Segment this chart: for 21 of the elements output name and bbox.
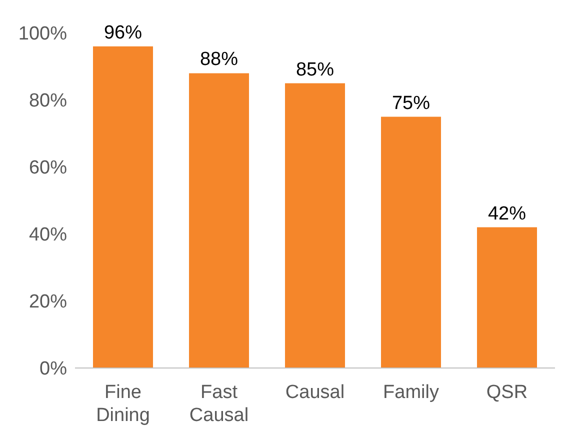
data-label: 42% xyxy=(488,203,526,224)
x-tick-label: Family xyxy=(383,382,440,403)
y-tick-label: 60% xyxy=(28,158,68,179)
bar xyxy=(93,46,153,368)
y-tick-label: 20% xyxy=(28,292,68,313)
y-tick-label: 40% xyxy=(28,224,68,246)
data-label: 88% xyxy=(200,49,238,70)
x-tick-label: Causal xyxy=(285,382,345,403)
data-label: 75% xyxy=(392,92,430,114)
bar xyxy=(285,83,345,368)
x-tick-label: Fine Dining xyxy=(96,382,150,426)
y-tick-label: 80% xyxy=(28,90,68,112)
x-tick-label: QSR xyxy=(486,382,528,403)
bar xyxy=(189,73,249,368)
y-tick-label: 0% xyxy=(40,358,68,380)
data-label: 85% xyxy=(296,59,334,80)
bar xyxy=(381,116,441,368)
x-tick-label: Fast Causal xyxy=(189,382,249,426)
y-tick-label: 100% xyxy=(18,24,68,45)
data-label: 96% xyxy=(104,22,142,44)
bar xyxy=(477,227,537,368)
